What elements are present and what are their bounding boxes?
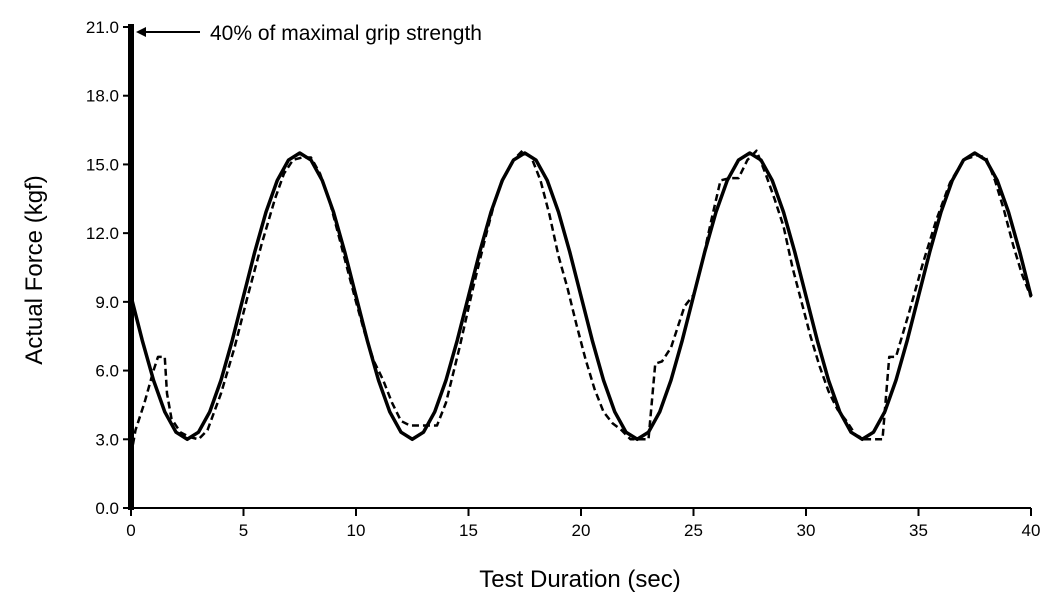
series-layer <box>129 149 1033 456</box>
y-tick-label: 18.0 <box>86 87 119 106</box>
y-tick-label: 6.0 <box>95 362 119 381</box>
target-force-line <box>129 151 1033 442</box>
x-tick-label: 40 <box>1022 521 1041 540</box>
axes: 0.0 3.0 6.0 9.0 12.0 15.0 18.0 21.0 0 5 10 15 20 25 30… <box>86 18 1041 540</box>
actual-force-line <box>129 149 1033 456</box>
x-tick-label: 0 <box>126 521 135 540</box>
annotation-arrowhead <box>136 27 146 37</box>
y-tick-label: 3.0 <box>95 430 119 449</box>
y-tick-label: 0.0 <box>95 499 119 518</box>
x-tick-label: 5 <box>239 521 248 540</box>
y-axis-title: Actual Force (kgf) <box>21 175 48 364</box>
x-tick-label: 25 <box>684 521 703 540</box>
x-tick-label: 10 <box>347 521 366 540</box>
y-tick-label: 21.0 <box>86 18 119 37</box>
annotation: 40% of maximal grip strength <box>136 22 482 45</box>
y-tick-label: 15.0 <box>86 155 119 174</box>
y-tick-label: 9.0 <box>95 293 119 312</box>
x-tick-label: 15 <box>459 521 478 540</box>
annotation-text: 40% of maximal grip strength <box>210 22 482 45</box>
x-tick-label: 20 <box>572 521 591 540</box>
x-axis-title: Test Duration (sec) <box>479 566 680 593</box>
x-tick-label: 30 <box>797 521 816 540</box>
y-tick-label: 12.0 <box>86 224 119 243</box>
x-tick-label: 35 <box>909 521 928 540</box>
